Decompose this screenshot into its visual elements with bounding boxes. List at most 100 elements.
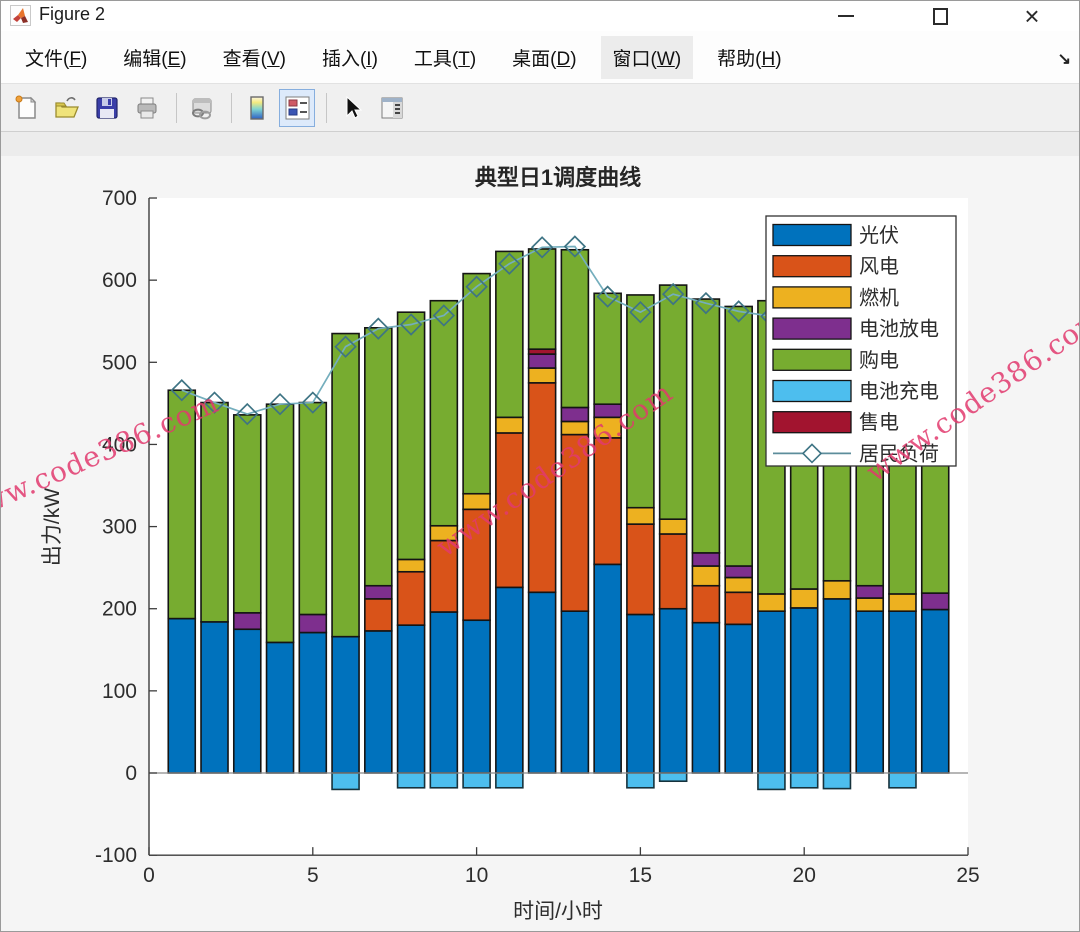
save-figure-button[interactable] bbox=[89, 89, 125, 127]
bar-segment-negative bbox=[626, 772, 655, 789]
bar-segment-negative bbox=[822, 772, 852, 790]
bar-segment bbox=[527, 248, 557, 350]
menu-item-D[interactable]: 桌面(D) bbox=[512, 48, 577, 70]
menu-item-F[interactable]: 文件(F) bbox=[25, 48, 88, 70]
bar-segment bbox=[593, 437, 622, 566]
title-bar[interactable]: Figure 2 × bbox=[1, 1, 1079, 31]
close-button[interactable]: × bbox=[1024, 1, 1040, 31]
bar-segment bbox=[495, 250, 524, 419]
legend-label: 光伏 bbox=[859, 224, 899, 247]
y-tick-label: 600 bbox=[102, 269, 137, 292]
bar-segment bbox=[495, 586, 524, 774]
x-axis-label: 时间/小时 bbox=[513, 900, 603, 923]
bar-segment bbox=[495, 416, 524, 434]
legend-icon bbox=[285, 96, 309, 119]
bar-segment bbox=[920, 592, 950, 611]
bar-segment bbox=[691, 298, 721, 554]
bar-segment bbox=[691, 565, 721, 587]
load-marker-diamond bbox=[498, 252, 521, 275]
legend-label: 燃机 bbox=[859, 286, 899, 309]
toolbar-separator bbox=[231, 92, 232, 123]
legend-label: 电池放电 bbox=[859, 318, 939, 341]
bar-segment bbox=[462, 619, 491, 774]
bar-segment bbox=[855, 610, 885, 774]
legend-label: 居民负荷 bbox=[859, 442, 939, 465]
bar-segment bbox=[691, 584, 721, 624]
bar-segment bbox=[298, 613, 328, 634]
figure-canvas: 典型日1调度曲线 时间/小时 出力/kW -100 0 100 200 300 400 500 60… bbox=[1, 132, 1079, 931]
bar-segment bbox=[560, 248, 590, 409]
legend-swatch bbox=[772, 317, 852, 340]
bar-segment bbox=[920, 608, 950, 774]
minimize-button[interactable] bbox=[829, 1, 863, 31]
menu-item-T[interactable]: 工具(T) bbox=[413, 48, 477, 70]
dock-figure-icon[interactable]: ↘ bbox=[1057, 51, 1071, 68]
load-marker-diamond bbox=[334, 335, 357, 358]
bar-segment bbox=[462, 508, 491, 622]
insert-colorbar-button[interactable] bbox=[239, 89, 275, 127]
bar-segment bbox=[789, 607, 819, 774]
plot-browser-button[interactable] bbox=[374, 89, 410, 127]
bar-segment bbox=[855, 597, 885, 612]
bar-segment bbox=[364, 327, 393, 587]
bar-segment bbox=[527, 367, 557, 384]
bar-segment bbox=[560, 433, 590, 612]
bar-segment bbox=[658, 284, 688, 520]
chart-title: 典型日1调度曲线 bbox=[475, 165, 641, 190]
bar-segment bbox=[658, 518, 688, 535]
bar-segment bbox=[265, 641, 295, 774]
save-floppy-icon bbox=[96, 96, 118, 119]
print-figure-button[interactable] bbox=[129, 89, 165, 127]
bar-segment bbox=[757, 610, 786, 774]
bar-segment bbox=[527, 382, 557, 594]
bar-segment bbox=[593, 403, 622, 419]
y-tick-label: 300 bbox=[102, 516, 137, 539]
bar-segment bbox=[298, 401, 328, 616]
legend-swatch bbox=[772, 348, 852, 371]
bar-segment bbox=[658, 607, 688, 774]
maximize-button[interactable] bbox=[923, 1, 957, 31]
load-marker-diamond bbox=[727, 300, 750, 323]
load-marker-diamond bbox=[203, 391, 226, 414]
bar-segment bbox=[888, 593, 917, 612]
link-icon bbox=[192, 98, 212, 119]
link-plot-button[interactable] bbox=[184, 89, 220, 127]
load-marker-diamond bbox=[268, 392, 292, 416]
new-document-icon bbox=[15, 95, 37, 119]
load-marker-diamond bbox=[530, 236, 554, 259]
panel-list-icon bbox=[381, 97, 403, 118]
menu-item-H[interactable]: 帮助(H) bbox=[717, 48, 782, 70]
insert-legend-button[interactable] bbox=[279, 88, 315, 127]
open-file-button[interactable] bbox=[49, 89, 85, 127]
menu-item-I[interactable]: 插入(I) bbox=[321, 48, 378, 70]
bar-segment bbox=[527, 353, 557, 369]
legend-swatch bbox=[772, 286, 852, 309]
open-folder-icon bbox=[55, 96, 79, 118]
bar-segment bbox=[396, 624, 426, 774]
bar-segment bbox=[593, 563, 622, 774]
bar-segment bbox=[626, 613, 655, 774]
load-marker-diamond bbox=[629, 300, 652, 324]
colorbar-icon bbox=[250, 95, 264, 120]
new-figure-button[interactable] bbox=[9, 89, 45, 127]
bar-segment bbox=[691, 552, 721, 567]
x-tick-label: 10 bbox=[465, 864, 488, 887]
bar-segment bbox=[724, 305, 753, 567]
bar-segment bbox=[626, 294, 655, 509]
x-tick-label: 20 bbox=[793, 864, 816, 887]
printer-icon bbox=[137, 97, 157, 118]
y-tick-label: 500 bbox=[102, 351, 137, 374]
bar-segment bbox=[429, 299, 459, 527]
menu-item-V[interactable]: 查看(V) bbox=[222, 48, 286, 70]
bar-segment bbox=[462, 492, 491, 511]
bar-segment bbox=[462, 272, 491, 495]
menu-item-W[interactable]: 窗口(W) bbox=[600, 35, 694, 79]
menu-item-E[interactable]: 编辑(E) bbox=[123, 48, 187, 70]
bar-segment bbox=[658, 533, 688, 610]
bar-segment bbox=[232, 628, 262, 774]
x-tick-label: 25 bbox=[956, 864, 979, 887]
y-tick-label: 100 bbox=[102, 680, 137, 703]
legend-label: 售电 bbox=[859, 411, 899, 434]
edit-plot-button[interactable] bbox=[334, 89, 370, 127]
